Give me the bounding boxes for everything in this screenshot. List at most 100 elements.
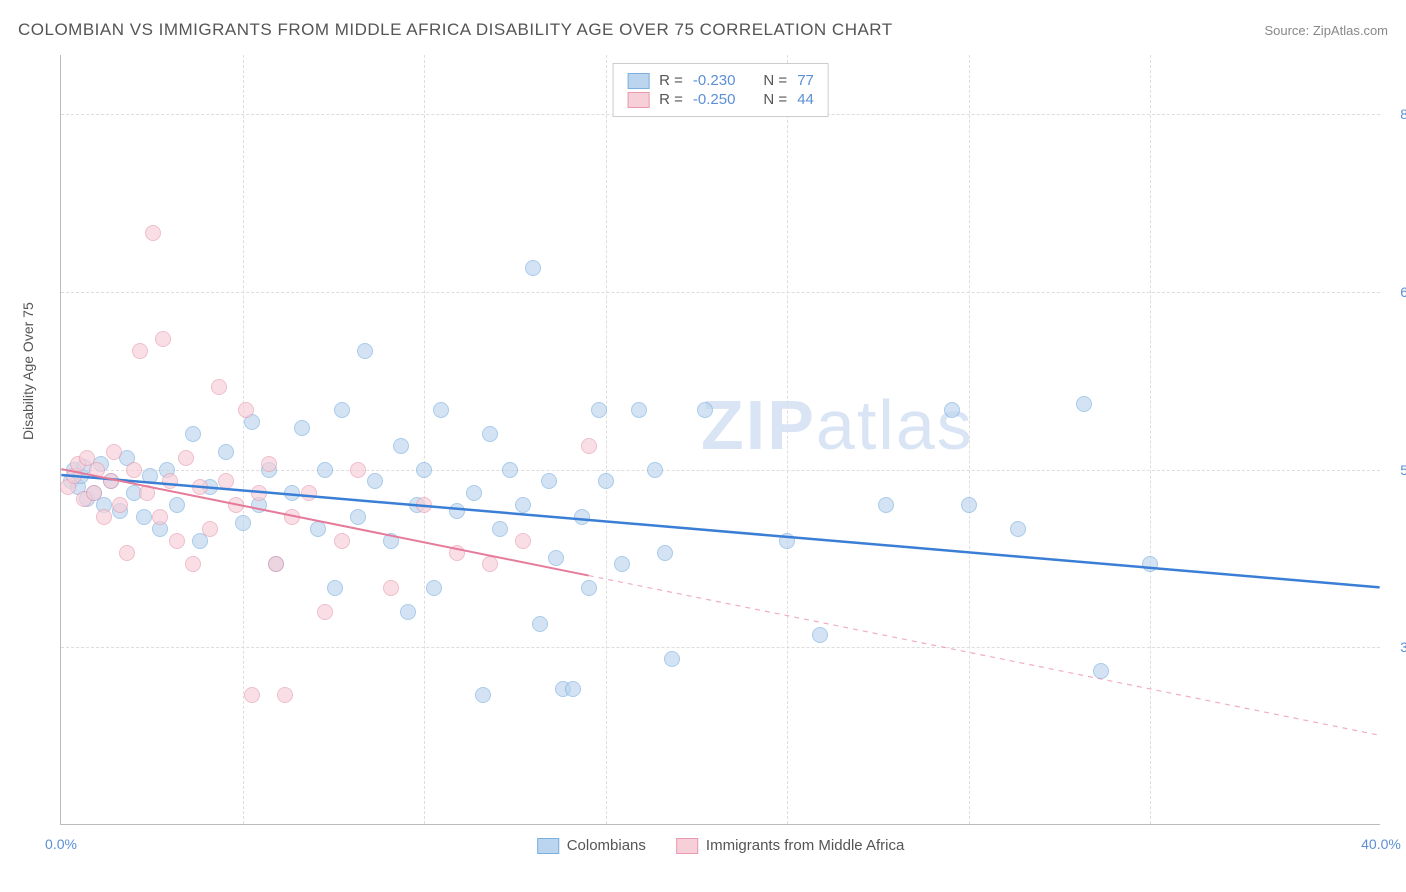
swatch-colombians-bottom [537, 838, 559, 854]
data-point [310, 521, 326, 537]
data-point [218, 473, 234, 489]
data-point [433, 402, 449, 418]
data-point [614, 556, 630, 572]
data-point [152, 509, 168, 525]
data-point [145, 225, 161, 241]
y-tick-label: 35.0% [1385, 639, 1406, 655]
data-point [169, 533, 185, 549]
data-point [155, 331, 171, 347]
data-point [162, 473, 178, 489]
n-label: N = [763, 72, 787, 89]
data-point [565, 681, 581, 697]
data-point [944, 402, 960, 418]
data-point [185, 556, 201, 572]
data-point [449, 545, 465, 561]
data-point [525, 260, 541, 276]
data-point [119, 545, 135, 561]
data-point [178, 450, 194, 466]
data-point [426, 580, 442, 596]
data-point [697, 402, 713, 418]
n-value-immigrants: 44 [797, 91, 814, 108]
data-point [532, 616, 548, 632]
legend-series: Colombians Immigrants from Middle Africa [537, 837, 905, 854]
y-tick-label: 50.0% [1385, 462, 1406, 478]
legend-item-immigrants: Immigrants from Middle Africa [676, 837, 904, 854]
data-point [482, 556, 498, 572]
chart-source: Source: ZipAtlas.com [1264, 23, 1388, 38]
data-point [482, 426, 498, 442]
data-point [139, 485, 155, 501]
x-tick-label: 0.0% [45, 836, 77, 852]
data-point [1076, 396, 1092, 412]
data-point [657, 545, 673, 561]
data-point [449, 503, 465, 519]
data-point [574, 509, 590, 525]
data-point [1093, 663, 1109, 679]
x-tick-label: 40.0% [1361, 836, 1401, 852]
chart-title: COLOMBIAN VS IMMIGRANTS FROM MIDDLE AFRI… [18, 20, 893, 40]
swatch-immigrants-bottom [676, 838, 698, 854]
data-point [664, 651, 680, 667]
data-point [416, 497, 432, 513]
legend-row-immigrants: R = -0.250 N = 44 [627, 91, 814, 108]
data-point [89, 462, 105, 478]
chart-header: COLOMBIAN VS IMMIGRANTS FROM MIDDLE AFRI… [18, 20, 1388, 40]
legend-item-colombians: Colombians [537, 837, 646, 854]
y-tick-label: 65.0% [1385, 284, 1406, 300]
data-point [475, 687, 491, 703]
n-label: N = [763, 91, 787, 108]
data-point [393, 438, 409, 454]
data-point [647, 462, 663, 478]
legend-label-colombians: Colombians [567, 837, 646, 854]
data-point [103, 473, 119, 489]
data-point [383, 533, 399, 549]
data-point [631, 402, 647, 418]
swatch-immigrants [627, 92, 649, 108]
legend-correlation-box: R = -0.230 N = 77 R = -0.250 N = 44 [612, 63, 829, 117]
data-point [96, 509, 112, 525]
data-point [541, 473, 557, 489]
scatter-chart: ZIPatlas 35.0%50.0%65.0%80.0%0.0%40.0% R… [60, 55, 1380, 825]
data-point [218, 444, 234, 460]
data-point [284, 509, 300, 525]
data-point [383, 580, 399, 596]
r-value-immigrants: -0.250 [693, 91, 736, 108]
data-point [284, 485, 300, 501]
data-point [86, 485, 102, 501]
data-point [251, 485, 267, 501]
data-point [301, 485, 317, 501]
data-point [327, 580, 343, 596]
data-point [277, 687, 293, 703]
data-point [400, 604, 416, 620]
data-point [357, 343, 373, 359]
data-point [367, 473, 383, 489]
y-axis-label: Disability Age Over 75 [20, 302, 36, 440]
data-point [350, 462, 366, 478]
data-point [334, 533, 350, 549]
data-point [581, 438, 597, 454]
data-point [228, 497, 244, 513]
data-point [334, 402, 350, 418]
data-point [244, 687, 260, 703]
data-point [235, 515, 251, 531]
data-point [317, 604, 333, 620]
data-point [192, 479, 208, 495]
legend-label-immigrants: Immigrants from Middle Africa [706, 837, 904, 854]
data-point [238, 402, 254, 418]
data-point [416, 462, 432, 478]
data-point [779, 533, 795, 549]
data-point [317, 462, 333, 478]
n-value-colombians: 77 [797, 72, 814, 89]
r-value-colombians: -0.230 [693, 72, 736, 89]
data-point [591, 402, 607, 418]
data-point [106, 444, 122, 460]
data-point [169, 497, 185, 513]
data-point [581, 580, 597, 596]
data-point [1142, 556, 1158, 572]
data-point [548, 550, 564, 566]
data-point [126, 462, 142, 478]
watermark-text: ZIPatlas [701, 385, 974, 465]
data-point [202, 521, 218, 537]
swatch-colombians [627, 73, 649, 89]
data-point [294, 420, 310, 436]
